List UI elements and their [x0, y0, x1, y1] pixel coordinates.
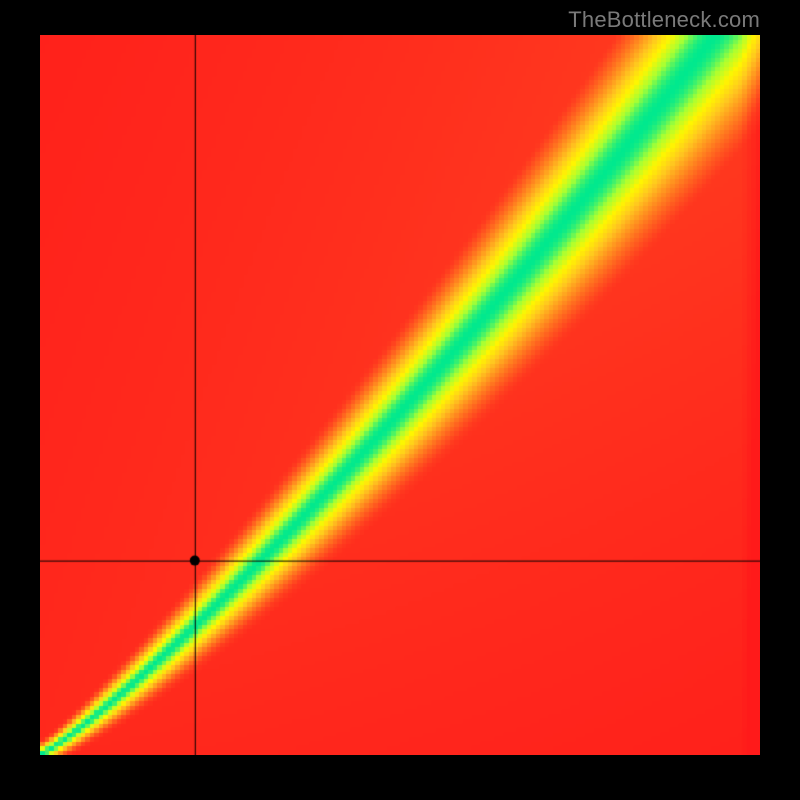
heatmap-canvas [40, 35, 760, 755]
bottleneck-heatmap [40, 35, 760, 755]
attribution-label: TheBottleneck.com [568, 7, 760, 33]
